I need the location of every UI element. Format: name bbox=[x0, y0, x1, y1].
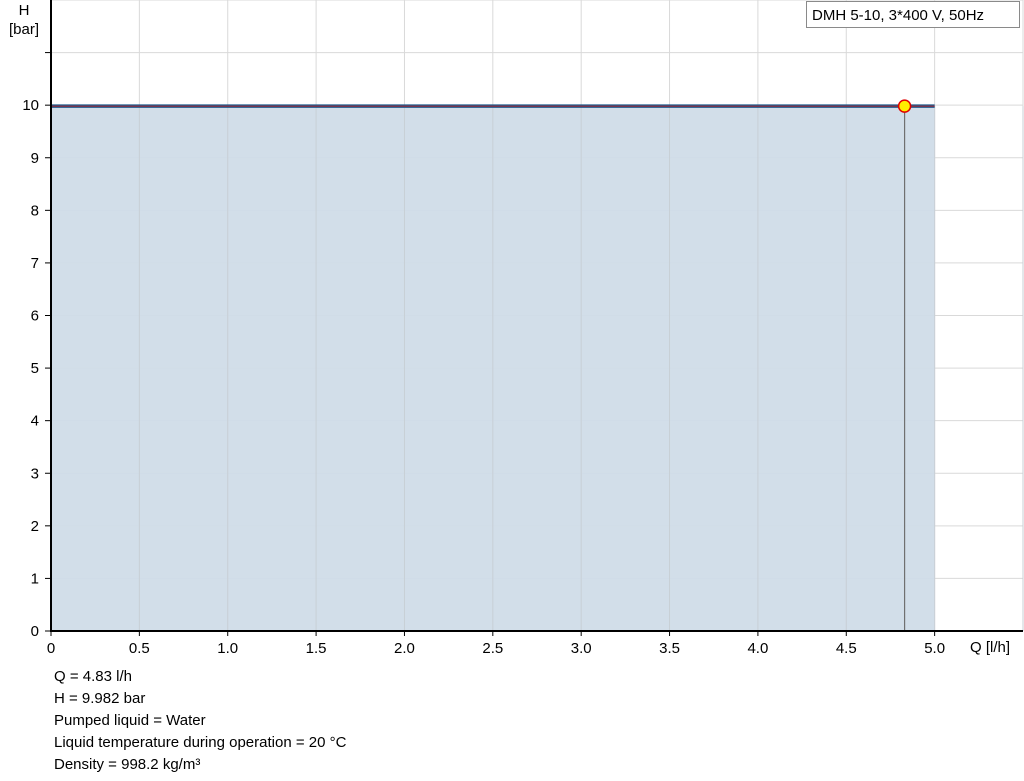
operating-info: Q = 4.83 l/h H = 9.982 bar Pumped liquid… bbox=[54, 666, 346, 776]
info-flow: Q = 4.83 l/h bbox=[54, 668, 132, 685]
y-tick-label: 1 bbox=[31, 570, 39, 587]
y-tick-label: 5 bbox=[31, 360, 39, 377]
x-tick-label: 2.0 bbox=[394, 640, 415, 657]
y-axis-label: H [bar] bbox=[6, 1, 42, 39]
x-tick-label: 0.5 bbox=[129, 640, 150, 657]
x-tick-label: 4.5 bbox=[836, 640, 857, 657]
x-tick-label: 1.0 bbox=[217, 640, 238, 657]
legend: DMH 5-10, 3*400 V, 50Hz bbox=[806, 1, 1020, 28]
x-axis-label: Q [l/h] bbox=[970, 639, 1011, 656]
x-tick-label: 3.5 bbox=[659, 640, 680, 657]
info-liquid: Pumped liquid = Water bbox=[54, 712, 206, 729]
info-temperature: Liquid temperature during operation = 20… bbox=[54, 734, 347, 751]
y-tick-label: 7 bbox=[31, 255, 39, 272]
y-axis-label-unit: [bar] bbox=[8, 21, 39, 38]
y-tick-label: 8 bbox=[31, 202, 39, 219]
x-tick-label: 0 bbox=[47, 640, 55, 657]
y-tick-label: 6 bbox=[31, 308, 39, 325]
y-axis-label-symbol: H bbox=[18, 2, 30, 19]
y-tick-label: 2 bbox=[31, 518, 39, 535]
x-tick-label: 4.0 bbox=[747, 640, 768, 657]
x-tick-label: 2.5 bbox=[482, 640, 503, 657]
y-tick-label: 4 bbox=[31, 413, 39, 430]
y-tick-label: 3 bbox=[31, 465, 39, 482]
operating-point-marker bbox=[897, 99, 912, 113]
y-tick-label: 10 bbox=[22, 97, 39, 114]
x-tick-label: 1.5 bbox=[306, 640, 327, 657]
x-tick-label: 5.0 bbox=[924, 640, 945, 657]
y-tick-label: 9 bbox=[31, 150, 39, 167]
info-head: H = 9.982 bar bbox=[54, 690, 146, 707]
x-tick-label: 3.0 bbox=[571, 640, 592, 657]
y-tick-label: 0 bbox=[31, 623, 39, 640]
info-density: Density = 998.2 kg/m³ bbox=[54, 756, 201, 773]
